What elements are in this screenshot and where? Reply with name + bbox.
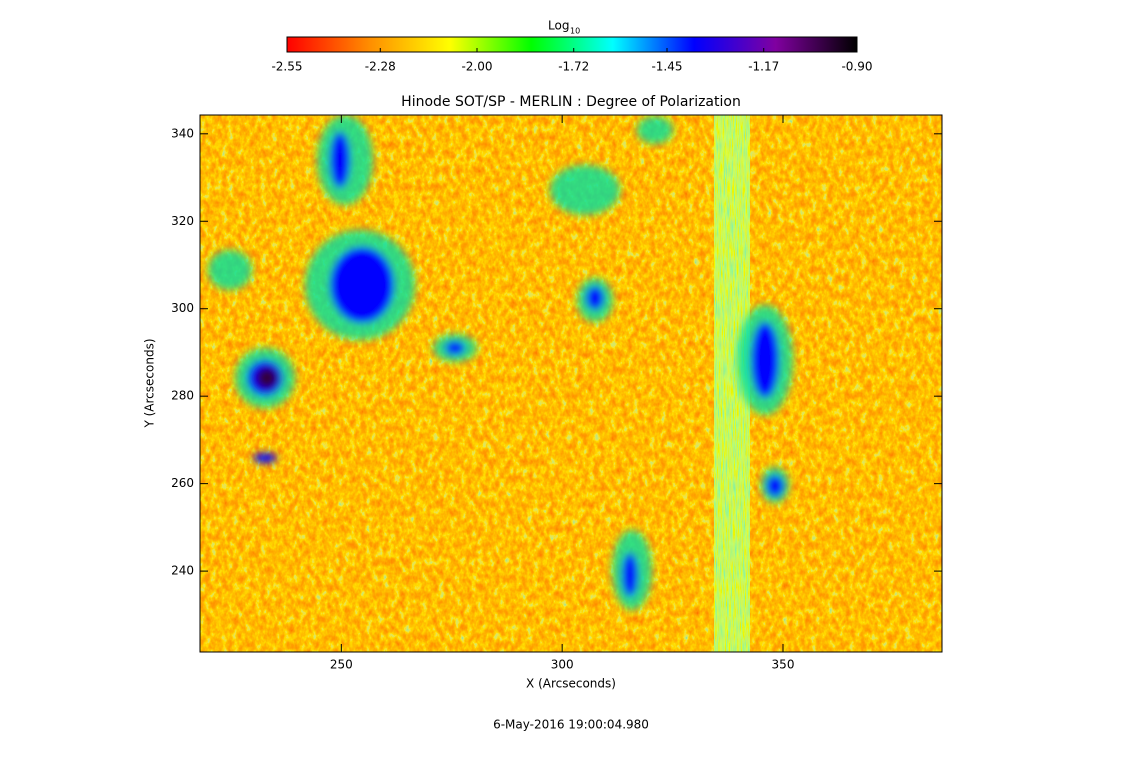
colorbar-tick-label: -0.90 [841,60,872,74]
colorbar-tick-label: -1.72 [558,60,589,74]
y-tick-label: 240 [171,564,194,578]
colorbar-tick-label: -2.00 [461,60,492,74]
y-tick-label: 300 [171,301,194,315]
y-axis-label: Y (Arcseconds) [143,338,157,428]
footer-date: 6-May-2016 19:00:04.980 [493,718,649,732]
x-tick-label: 300 [551,658,574,672]
y-tick-label: 260 [171,476,194,490]
colorbar-tick-label: -2.55 [271,60,302,74]
colorbar [286,36,858,53]
colorbar-label: Log [548,19,569,33]
x-tick-label: 350 [772,658,795,672]
colorbar-tick-label: -1.17 [748,60,779,74]
y-tick-label: 340 [171,126,194,140]
plot-frame [199,114,943,653]
colorbar-tick-label: -2.28 [365,60,396,74]
x-tick-label: 250 [330,658,353,672]
x-axis-label: X (Arcseconds) [526,677,616,691]
colorbar-label-subscript: 10 [570,27,580,36]
y-tick-label: 280 [171,389,194,403]
heatmap-image [200,115,942,652]
y-tick-label: 320 [171,214,194,228]
chart-title: Hinode SOT/SP - MERLIN : Degree of Polar… [401,94,741,110]
colorbar-tick-label: -1.45 [651,60,682,74]
